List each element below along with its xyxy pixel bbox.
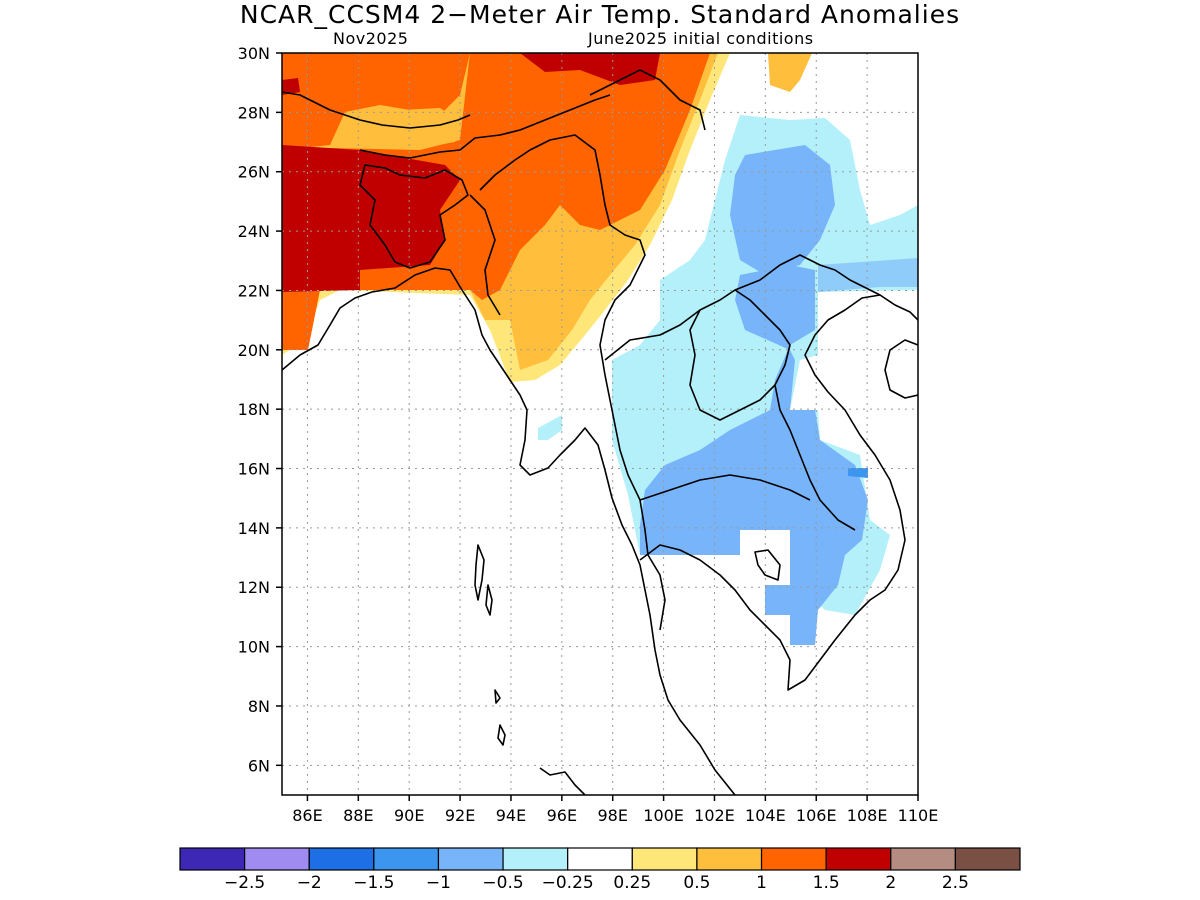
coastline bbox=[884, 339, 918, 399]
colorbar-swatch bbox=[825, 847, 892, 871]
colorbar-label: −2 bbox=[297, 873, 322, 893]
anomaly-region-1p5 bbox=[282, 53, 710, 350]
latitude-label: 14N bbox=[238, 519, 270, 538]
longitude-label: 96E bbox=[547, 806, 577, 825]
latitude-axis: 30N 28N 26N 24N 22N 20N 18N 16N 14N 12N 10N 8N 6N bbox=[238, 44, 282, 775]
island-andaman bbox=[485, 584, 493, 616]
latitude-label: 12N bbox=[238, 578, 270, 597]
coastline bbox=[282, 267, 736, 795]
anomaly-region-minus-0p5 bbox=[730, 145, 835, 275]
longitude-label: 86E bbox=[292, 806, 322, 825]
latitude-label: 26N bbox=[238, 163, 270, 182]
coastline bbox=[539, 767, 586, 795]
country-border bbox=[689, 309, 776, 421]
country-border bbox=[359, 164, 469, 269]
coastline bbox=[639, 294, 918, 691]
coastlines-and-borders bbox=[282, 69, 918, 795]
longitude-label: 104E bbox=[745, 806, 786, 825]
longitude-label: 106E bbox=[796, 806, 837, 825]
country-border bbox=[734, 254, 881, 296]
anomaly-region-1 bbox=[768, 53, 812, 92]
latitude-label: 10N bbox=[238, 638, 270, 657]
anomaly-region-minus-0p25 bbox=[538, 415, 562, 440]
colorbar-label: 1.5 bbox=[813, 873, 840, 893]
anomaly-region-minus-0p5 bbox=[640, 265, 868, 645]
country-border bbox=[469, 194, 501, 316]
latitude-label: 6N bbox=[248, 756, 270, 775]
colorbar-swatch bbox=[437, 847, 504, 871]
latitude-label: 16N bbox=[238, 460, 270, 479]
colorbar-label: −0.25 bbox=[542, 873, 594, 893]
colorbar-label: −0.5 bbox=[482, 873, 523, 893]
longitude-label: 98E bbox=[597, 806, 627, 825]
map-title: NCAR_CCSM4 2−Meter Air Temp. Standard An… bbox=[239, 0, 961, 29]
latitude-label: 18N bbox=[238, 400, 270, 419]
latitude-label: 28N bbox=[238, 103, 270, 122]
latitude-label: 20N bbox=[238, 341, 270, 360]
country-border bbox=[282, 91, 471, 129]
anomaly-region-minus-0p5 bbox=[818, 258, 918, 292]
anomaly-region-2 bbox=[282, 78, 300, 95]
colorbar-swatch bbox=[567, 847, 633, 871]
longitude-axis: 86E 88E 90E 92E 94E 96E 98E 100E 102E 104E 106E 108… bbox=[292, 795, 938, 825]
latitude-label: 22N bbox=[238, 281, 270, 300]
anomaly-region-1 bbox=[382, 108, 458, 148]
country-border bbox=[359, 94, 611, 159]
longitude-label: 102E bbox=[694, 806, 735, 825]
anomaly-region-1p5 bbox=[282, 53, 470, 150]
colorbar-swatch bbox=[179, 847, 246, 871]
longitude-label: 90E bbox=[394, 806, 424, 825]
colorbar-swatch bbox=[954, 847, 1021, 871]
initial-conditions: June2025 initial conditions bbox=[588, 29, 814, 48]
colorbar-swatch bbox=[244, 847, 310, 871]
latitude-label: 30N bbox=[238, 44, 270, 63]
colorbar-swatch bbox=[890, 847, 956, 871]
colorbar-swatch bbox=[760, 847, 827, 871]
country-border bbox=[589, 69, 706, 131]
longitude-label: 108E bbox=[847, 806, 888, 825]
colorbar-swatch bbox=[631, 847, 698, 871]
colorbar-label: −1.5 bbox=[353, 873, 394, 893]
anomaly-region-minus-0p5 bbox=[765, 585, 790, 615]
colorbar-swatch bbox=[696, 847, 763, 871]
longitude-label: 94E bbox=[496, 806, 526, 825]
colorbar-label: 2 bbox=[885, 873, 896, 893]
anomaly-fields bbox=[282, 53, 918, 645]
colorbar bbox=[179, 847, 1021, 871]
country-border bbox=[604, 289, 856, 531]
colorbar-label: 2.5 bbox=[942, 873, 969, 893]
map-frame bbox=[281, 52, 919, 796]
colorbar-label: −1 bbox=[426, 873, 451, 893]
colorbar-label: 0.5 bbox=[683, 873, 710, 893]
latitude-label: 8N bbox=[248, 697, 270, 716]
island-nicobar bbox=[494, 689, 501, 704]
colorbar-label: −2.5 bbox=[224, 873, 265, 893]
island-andaman bbox=[474, 544, 485, 601]
graticule bbox=[282, 53, 918, 795]
island-nicobar bbox=[497, 724, 506, 746]
longitude-label: 88E bbox=[343, 806, 373, 825]
longitude-label: 110E bbox=[898, 806, 939, 825]
colorbar-swatch bbox=[308, 847, 375, 871]
country-border bbox=[639, 474, 811, 501]
colorbar-labels: −2.5 −2 −1.5 −1 −0.5 −0.25 0.25 0.5 1 1.5 2 2.5 bbox=[224, 873, 969, 893]
colorbar-label: 1 bbox=[756, 873, 767, 893]
lake-tonle-sap bbox=[754, 549, 781, 581]
colorbar-swatch bbox=[373, 847, 440, 871]
colorbar-label: 0.25 bbox=[613, 873, 651, 893]
colorbar-swatch bbox=[502, 847, 569, 871]
latitude-label: 24N bbox=[238, 222, 270, 241]
country-border bbox=[479, 134, 666, 631]
longitude-label: 92E bbox=[445, 806, 475, 825]
forecast-month: Nov2025 bbox=[333, 29, 409, 48]
anomaly-region-minus-1 bbox=[848, 468, 868, 478]
longitude-label: 100E bbox=[643, 806, 684, 825]
